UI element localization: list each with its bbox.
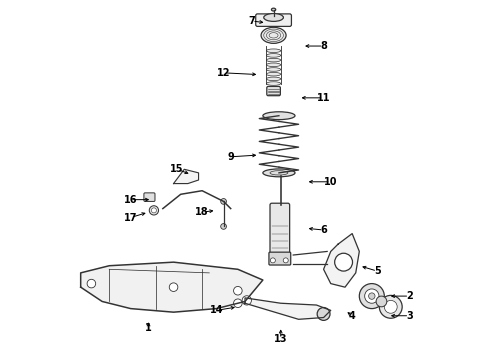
Text: 17: 17 — [124, 212, 137, 222]
Circle shape — [384, 300, 397, 313]
Ellipse shape — [267, 72, 281, 76]
Ellipse shape — [264, 14, 283, 21]
Ellipse shape — [267, 49, 281, 53]
Text: 16: 16 — [124, 195, 137, 204]
Text: 7: 7 — [249, 16, 255, 26]
Text: 1: 1 — [145, 323, 152, 333]
Text: 12: 12 — [217, 68, 230, 78]
Text: 10: 10 — [324, 177, 338, 187]
Text: 5: 5 — [374, 266, 381, 276]
FancyBboxPatch shape — [269, 252, 291, 265]
Ellipse shape — [267, 82, 281, 85]
Ellipse shape — [263, 112, 295, 120]
Ellipse shape — [271, 8, 276, 11]
Text: 18: 18 — [196, 207, 209, 217]
Text: 14: 14 — [210, 305, 223, 315]
Circle shape — [317, 307, 330, 320]
Circle shape — [220, 199, 226, 204]
Circle shape — [149, 206, 159, 215]
Ellipse shape — [261, 27, 286, 43]
Circle shape — [368, 293, 375, 299]
Text: 6: 6 — [320, 225, 327, 235]
Circle shape — [283, 258, 288, 263]
Text: 3: 3 — [406, 311, 413, 321]
Circle shape — [220, 224, 226, 229]
Text: 9: 9 — [227, 152, 234, 162]
Circle shape — [151, 208, 156, 213]
FancyBboxPatch shape — [267, 86, 280, 96]
Polygon shape — [323, 234, 359, 287]
Polygon shape — [81, 262, 263, 312]
Text: 11: 11 — [317, 93, 330, 103]
Circle shape — [376, 296, 387, 307]
Circle shape — [87, 279, 96, 288]
Circle shape — [335, 253, 352, 271]
Text: 15: 15 — [171, 164, 184, 174]
Text: 2: 2 — [406, 291, 413, 301]
FancyBboxPatch shape — [270, 203, 290, 257]
Polygon shape — [173, 169, 198, 184]
Ellipse shape — [267, 54, 281, 57]
Ellipse shape — [267, 68, 281, 71]
Circle shape — [359, 284, 384, 309]
Ellipse shape — [267, 58, 281, 62]
Circle shape — [234, 287, 242, 295]
Text: 8: 8 — [320, 41, 327, 51]
Text: 4: 4 — [349, 311, 356, 321]
Ellipse shape — [267, 77, 281, 81]
Polygon shape — [245, 298, 331, 319]
Ellipse shape — [267, 63, 281, 67]
Text: 13: 13 — [274, 334, 288, 344]
Ellipse shape — [263, 169, 295, 177]
FancyBboxPatch shape — [144, 193, 155, 202]
Circle shape — [270, 258, 275, 263]
Circle shape — [365, 289, 379, 303]
Circle shape — [379, 296, 402, 318]
FancyBboxPatch shape — [256, 14, 292, 26]
Circle shape — [169, 283, 178, 292]
Circle shape — [242, 296, 251, 305]
Circle shape — [234, 299, 242, 307]
